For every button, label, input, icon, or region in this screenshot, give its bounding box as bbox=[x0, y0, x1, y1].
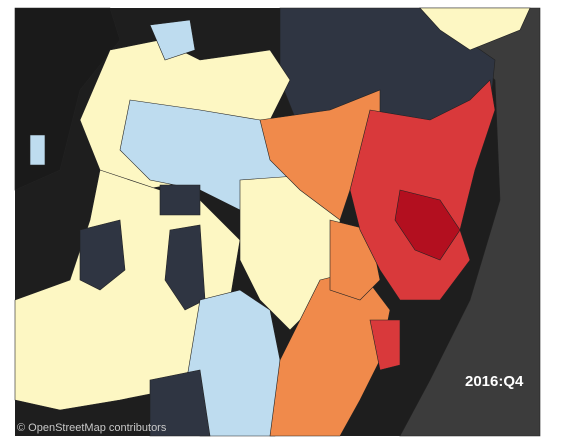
region-blue bbox=[149, 19, 196, 61]
period-label: 2016:Q4 bbox=[465, 373, 524, 390]
sea bbox=[399, 7, 541, 437]
region-red bbox=[349, 79, 496, 301]
region-dark bbox=[79, 219, 126, 291]
region-dark bbox=[164, 224, 206, 311]
region-dark bbox=[149, 369, 211, 437]
region-dark bbox=[159, 184, 201, 216]
region-orange bbox=[269, 269, 391, 437]
region-red bbox=[369, 319, 401, 371]
region-darkred bbox=[394, 189, 461, 261]
region-blue bbox=[29, 134, 46, 166]
region-yellow bbox=[419, 7, 531, 51]
attribution: © OpenStreetMap contributors bbox=[17, 422, 167, 434]
